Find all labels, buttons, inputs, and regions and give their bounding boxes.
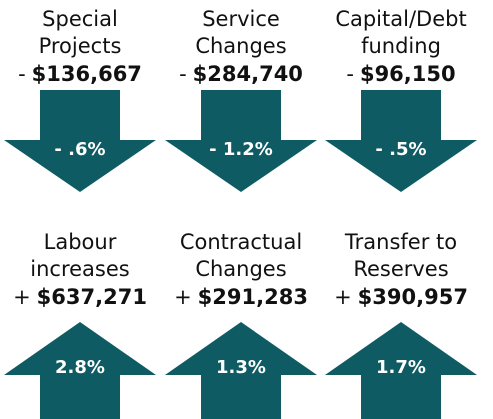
amount-value: $136,667	[32, 62, 142, 86]
up-arrow	[4, 322, 156, 419]
amount-sign: -	[179, 62, 187, 86]
percent-label: 1.7%	[376, 357, 426, 378]
item-title: Capital/Debt	[335, 7, 466, 31]
item-amount: - $284,740	[179, 62, 303, 86]
percent-label: - .6%	[54, 139, 105, 160]
up-arrow	[165, 322, 317, 419]
percent-label: 1.3%	[216, 357, 266, 378]
up-arrow	[325, 322, 477, 419]
item-title: Changes	[195, 257, 286, 281]
item-title: increases	[30, 257, 129, 281]
item-title: Labour	[44, 230, 117, 254]
down-arrow	[4, 90, 156, 192]
item-title: funding	[361, 34, 441, 58]
item-title: Transfer to	[344, 230, 457, 254]
item-amount: + $637,271	[13, 285, 147, 309]
down-arrow	[325, 90, 477, 192]
percent-label: - 1.2%	[209, 139, 273, 160]
amount-value: $284,740	[193, 62, 303, 86]
item-amount: + $390,957	[334, 285, 468, 309]
amount-sign: -	[346, 62, 354, 86]
percent-label: 2.8%	[55, 357, 105, 378]
item-title: Special	[42, 7, 118, 31]
item-title: Changes	[195, 34, 286, 58]
amount-sign: +	[334, 285, 352, 309]
amount-value: $96,150	[360, 62, 456, 86]
percent-label: - .5%	[375, 139, 426, 160]
amount-sign: +	[174, 285, 192, 309]
down-arrow	[165, 90, 317, 192]
amount-value: $637,271	[37, 285, 147, 309]
item: Labour increases + $637,271 2.8%	[4, 230, 156, 419]
item-title: Service	[202, 7, 280, 31]
amount-value: $390,957	[358, 285, 468, 309]
item-title: Reserves	[353, 257, 448, 281]
item-amount: - $136,667	[18, 62, 142, 86]
item-title: Contractual	[180, 230, 302, 254]
amount-sign: -	[18, 62, 26, 86]
amount-sign: +	[13, 285, 31, 309]
item-amount: - $96,150	[346, 62, 455, 86]
item-title: Projects	[39, 34, 122, 58]
amount-value: $291,283	[198, 285, 308, 309]
item-amount: + $291,283	[174, 285, 308, 309]
